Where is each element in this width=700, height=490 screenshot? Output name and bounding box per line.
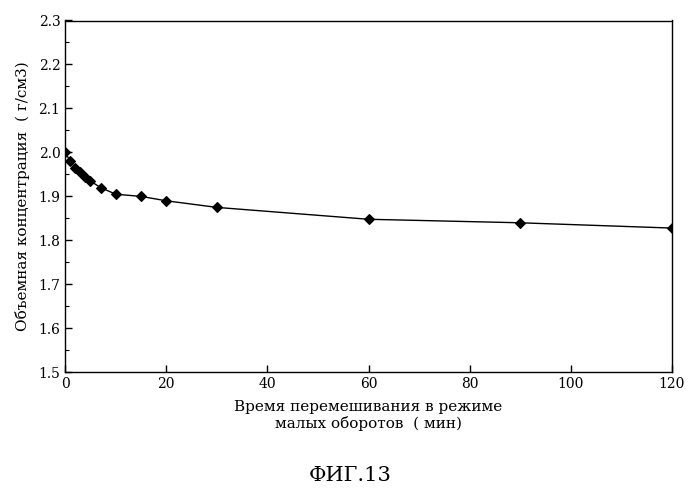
Y-axis label: Объемная концентрация  ( г/см3): Объемная концентрация ( г/см3) bbox=[15, 62, 30, 331]
Text: ФИГ.13: ФИГ.13 bbox=[309, 466, 391, 485]
X-axis label: Время перемешивания в режиме
малых оборотов  ( мин): Время перемешивания в режиме малых оборо… bbox=[234, 399, 503, 431]
